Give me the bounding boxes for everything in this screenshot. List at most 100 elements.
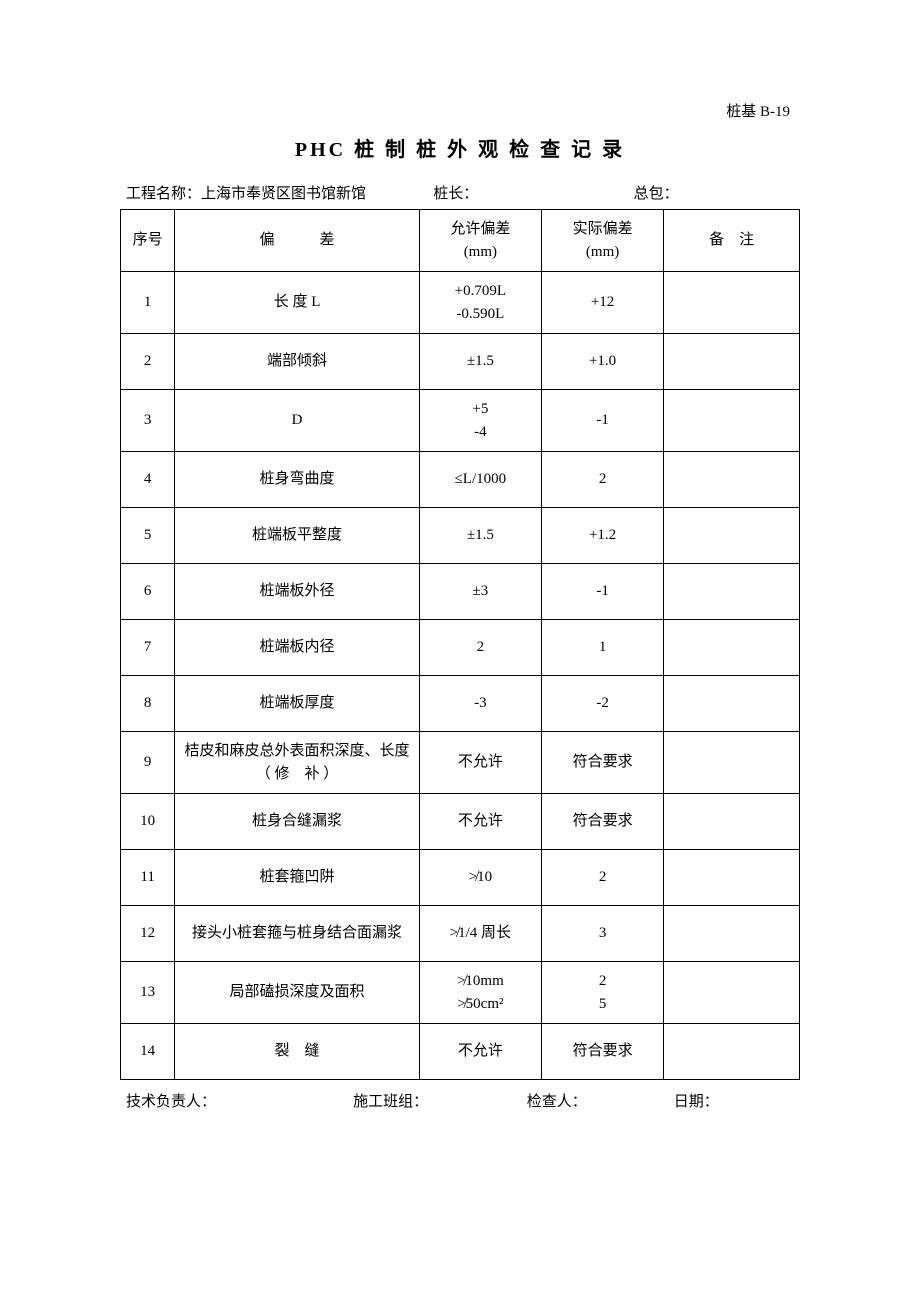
cell-deviation: 桩端板平整度 [175, 508, 419, 564]
inspector-segment: 检查人： [527, 1090, 674, 1111]
cell-actual: 符合要求 [541, 794, 663, 850]
cell-actual: -2 [541, 676, 663, 732]
cell-deviation: 局部磕损深度及面积 [175, 962, 419, 1024]
table-row: 6桩端板外径±3-1 [121, 564, 800, 620]
cell-no: 7 [121, 620, 175, 676]
table-header-row: 序号 偏 差 允许偏差(mm) 实际偏差(mm) 备 注 [121, 210, 800, 272]
cell-deviation: 长 度 L [175, 272, 419, 334]
cell-note [664, 334, 800, 390]
cell-actual: 符合要求 [541, 1024, 663, 1080]
table-body: 1长 度 L+0.709L-0.590L+122端部倾斜±1.5+1.03D+5… [121, 272, 800, 1080]
cell-actual: 2 [541, 452, 663, 508]
cell-allowed: ≯10 [419, 850, 541, 906]
cell-deviation: 裂 缝 [175, 1024, 419, 1080]
cell-note [664, 452, 800, 508]
cell-actual: 符合要求 [541, 732, 663, 794]
table-row: 11桩套箍凹阱≯102 [121, 850, 800, 906]
table-row: 13局部磕损深度及面积≯10mm≯50cm²25 [121, 962, 800, 1024]
table-row: 12接头小桩套箍与桩身结合面漏浆≯1/4 周长3 [121, 906, 800, 962]
cell-allowed: 不允许 [419, 1024, 541, 1080]
cell-no: 3 [121, 390, 175, 452]
cell-actual: 3 [541, 906, 663, 962]
cell-deviation: 桩端板内径 [175, 620, 419, 676]
project-name-segment: 工程名称： 上海市奉贤区图书馆新馆 [126, 182, 433, 203]
table-row: 7桩端板内径21 [121, 620, 800, 676]
cell-actual: 25 [541, 962, 663, 1024]
team-label: 施工班组： [353, 1094, 428, 1110]
cell-allowed: ±1.5 [419, 334, 541, 390]
cell-note [664, 508, 800, 564]
column-header-note: 备 注 [664, 210, 800, 272]
cell-deviation: 桩身合缝漏浆 [175, 794, 419, 850]
cell-note [664, 962, 800, 1024]
contractor-label: 总包： [634, 182, 679, 203]
cell-deviation: 端部倾斜 [175, 334, 419, 390]
cell-note [664, 564, 800, 620]
date-label: 日期： [674, 1094, 719, 1110]
document-title: PHC 桩 制 桩 外 观 检 查 记 录 [120, 133, 800, 162]
cell-no: 1 [121, 272, 175, 334]
cell-actual: +1.0 [541, 334, 663, 390]
cell-note [664, 732, 800, 794]
cell-note [664, 676, 800, 732]
cell-note [664, 390, 800, 452]
cell-no: 9 [121, 732, 175, 794]
cell-no: 13 [121, 962, 175, 1024]
column-header-no: 序号 [121, 210, 175, 272]
cell-note [664, 906, 800, 962]
inspector-label: 检查人： [527, 1094, 587, 1110]
date-segment: 日期： [674, 1090, 794, 1111]
cell-note [664, 620, 800, 676]
cell-deviation: 桩端板外径 [175, 564, 419, 620]
cell-note [664, 1024, 800, 1080]
footer-row: 技术负责人： 施工班组： 检查人： 日期： [120, 1090, 800, 1111]
table-row: 8桩端板厚度-3-2 [121, 676, 800, 732]
cell-actual: -1 [541, 564, 663, 620]
cell-actual: -1 [541, 390, 663, 452]
cell-no: 8 [121, 676, 175, 732]
pile-length-segment: 桩长： [433, 182, 633, 203]
header-info-row: 工程名称： 上海市奉贤区图书馆新馆 桩长： 总包： [120, 182, 800, 203]
cell-actual: 1 [541, 620, 663, 676]
cell-allowed: 不允许 [419, 732, 541, 794]
cell-note [664, 272, 800, 334]
team-segment: 施工班组： [353, 1090, 527, 1111]
pile-length-label: 桩长： [433, 182, 478, 203]
cell-allowed: ≯1/4 周长 [419, 906, 541, 962]
column-header-actual: 实际偏差(mm) [541, 210, 663, 272]
cell-deviation: 桩身弯曲度 [175, 452, 419, 508]
cell-deviation: D [175, 390, 419, 452]
cell-allowed: ≯10mm≯50cm² [419, 962, 541, 1024]
cell-deviation: 桩套箍凹阱 [175, 850, 419, 906]
tech-lead-segment: 技术负责人： [126, 1090, 353, 1111]
project-name-value: 上海市奉贤区图书馆新馆 [201, 182, 366, 203]
cell-no: 5 [121, 508, 175, 564]
table-row: 1长 度 L+0.709L-0.590L+12 [121, 272, 800, 334]
inspection-table: 序号 偏 差 允许偏差(mm) 实际偏差(mm) 备 注 1长 度 L+0.70… [120, 209, 800, 1080]
cell-allowed: +5-4 [419, 390, 541, 452]
cell-note [664, 850, 800, 906]
cell-no: 2 [121, 334, 175, 390]
cell-deviation: 桔皮和麻皮总外表面积深度、长度（ 修 补 ） [175, 732, 419, 794]
table-row: 14裂 缝不允许符合要求 [121, 1024, 800, 1080]
tech-lead-label: 技术负责人： [126, 1094, 216, 1110]
contractor-segment: 总包： [634, 182, 794, 203]
cell-actual: +12 [541, 272, 663, 334]
cell-actual: 2 [541, 850, 663, 906]
cell-allowed: -3 [419, 676, 541, 732]
cell-allowed: ≤L/1000 [419, 452, 541, 508]
cell-note [664, 794, 800, 850]
cell-no: 4 [121, 452, 175, 508]
cell-allowed: +0.709L-0.590L [419, 272, 541, 334]
cell-deviation: 接头小桩套箍与桩身结合面漏浆 [175, 906, 419, 962]
table-row: 2端部倾斜±1.5+1.0 [121, 334, 800, 390]
column-header-allowed: 允许偏差(mm) [419, 210, 541, 272]
cell-actual: +1.2 [541, 508, 663, 564]
cell-no: 14 [121, 1024, 175, 1080]
cell-no: 10 [121, 794, 175, 850]
table-row: 5桩端板平整度±1.5+1.2 [121, 508, 800, 564]
document-code: 桩基 B-19 [120, 100, 800, 121]
cell-deviation: 桩端板厚度 [175, 676, 419, 732]
cell-allowed: 不允许 [419, 794, 541, 850]
cell-no: 11 [121, 850, 175, 906]
